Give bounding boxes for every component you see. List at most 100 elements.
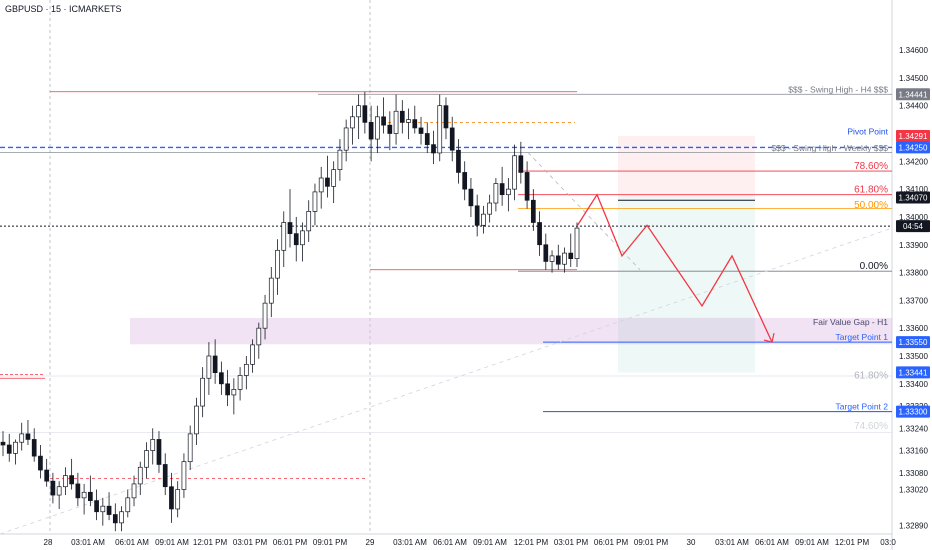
candle — [350, 116, 355, 129]
candle — [406, 119, 411, 123]
candle — [169, 486, 174, 510]
candle — [150, 439, 156, 451]
candle — [574, 227, 580, 260]
time-tick-label: 03:0 — [880, 538, 896, 547]
time-tick-label: 06:01 AM — [115, 538, 149, 547]
candle — [568, 252, 574, 260]
time-tick-label: 09:01 PM — [313, 538, 348, 547]
candle — [75, 483, 81, 499]
candle — [243, 363, 249, 376]
candle — [312, 191, 318, 212]
candle — [262, 302, 268, 329]
time-tick-label: 03:01 AM — [393, 538, 427, 547]
candle — [462, 172, 468, 190]
price-badge — [896, 130, 930, 143]
candle — [125, 497, 131, 513]
candle — [549, 255, 555, 262]
time-tick-label: 29 — [366, 538, 375, 547]
candle — [399, 110, 405, 123]
candle — [374, 116, 380, 140]
price-tick-label: 1.33080 — [899, 469, 928, 478]
candle — [424, 133, 430, 145]
candle — [281, 222, 287, 251]
candle — [381, 116, 386, 126]
candle — [137, 466, 143, 485]
price-badge — [896, 141, 930, 154]
annotation-label: Fair Value Gap - H1 — [813, 317, 888, 327]
price-badge — [896, 405, 930, 418]
price-tick-label: 1.33800 — [899, 269, 928, 278]
price-badge-label: 1.34441 — [899, 90, 928, 99]
time-tick-label: 28 — [44, 538, 53, 547]
candle — [25, 433, 31, 440]
candle — [293, 233, 299, 246]
price-badge-label: 1.34291 — [899, 132, 928, 141]
time-tick-label: 03:01 PM — [554, 538, 589, 547]
projection-arrowhead — [763, 332, 775, 343]
annotation-label: $$$ - Swing High - H4 $$$ — [788, 84, 888, 94]
candle — [225, 383, 230, 396]
candle — [181, 461, 187, 490]
annotation-label: 78.60% — [854, 161, 888, 172]
candle — [393, 110, 399, 134]
price-tick-label: 1.34600 — [899, 46, 928, 55]
candle — [13, 441, 18, 454]
candle — [31, 439, 37, 457]
candle — [306, 211, 312, 232]
candle — [194, 405, 199, 435]
annotation-label: 61.80% — [854, 370, 888, 381]
fib-diagonal — [527, 152, 641, 271]
price-tick-label: 1.34200 — [899, 157, 928, 166]
annotation-label: 74.60% — [854, 421, 888, 432]
candle — [50, 480, 56, 496]
price-badge — [896, 88, 930, 101]
chart-title: GBPUSD · 15 · ICMARKETS — [5, 4, 122, 14]
price-badge — [896, 191, 930, 204]
candle — [231, 389, 237, 396]
price-tick-label: 1.33020 — [899, 486, 928, 495]
candle — [212, 355, 218, 374]
time-tick-label: 06:01 PM — [273, 538, 308, 547]
candle — [343, 127, 349, 151]
candle — [44, 469, 50, 482]
candle — [362, 105, 368, 123]
candle — [337, 149, 343, 171]
price-tick-label: 1.32890 — [899, 522, 928, 531]
candle — [162, 464, 168, 488]
candle — [131, 483, 137, 499]
price-badge-label: 04:54 — [903, 222, 924, 231]
candle — [94, 500, 99, 513]
candle — [499, 183, 505, 196]
price-tick-label: 1.33500 — [899, 352, 928, 361]
candle — [368, 122, 374, 140]
annotation-label: 50.00% — [854, 200, 888, 211]
candle — [468, 188, 474, 207]
candle — [412, 119, 418, 129]
annotation-label: $$$ - Swing High - Weekly $$$ — [771, 143, 888, 153]
candle — [106, 505, 112, 515]
candle — [287, 222, 293, 234]
candle — [300, 230, 305, 246]
candle — [250, 344, 255, 365]
price-tick-label: 1.33240 — [899, 424, 928, 433]
time-tick-label: 09:01 AM — [795, 538, 829, 547]
candle — [506, 188, 511, 196]
candle — [81, 491, 87, 499]
candle — [156, 439, 162, 465]
price-badge-label: 1.34250 — [899, 143, 928, 152]
candle — [518, 155, 524, 173]
time-tick-label: 12:01 PM — [514, 538, 549, 547]
candle — [219, 372, 224, 385]
candle — [555, 255, 561, 265]
candle — [530, 199, 536, 223]
candle — [187, 433, 193, 463]
candle — [487, 202, 493, 215]
candle — [481, 213, 486, 226]
price-badge-label: 1.34070 — [899, 193, 928, 202]
candle — [19, 433, 25, 443]
fair-value-gap-zone — [130, 317, 892, 345]
candle — [100, 505, 106, 513]
candle — [275, 249, 280, 279]
price-tick-label: 1.34100 — [899, 185, 928, 194]
